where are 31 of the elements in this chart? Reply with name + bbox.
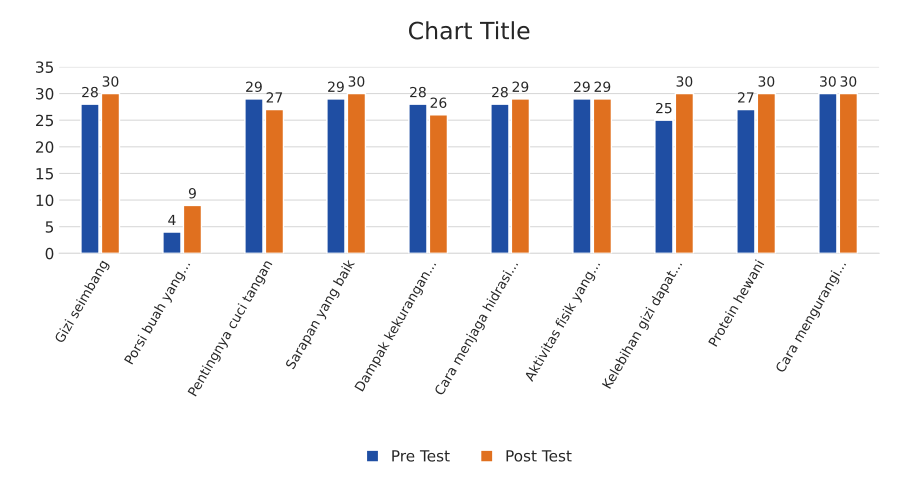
data-label: 29 — [512, 82, 528, 92]
data-label: 30 — [840, 76, 856, 87]
data-label: 28 — [410, 86, 426, 98]
y-tick-label: 5 — [46, 221, 54, 233]
y-tick-label: 0 — [46, 248, 54, 260]
data-label: 30 — [758, 76, 774, 87]
data-label: 30 — [102, 76, 118, 87]
chart-title: Chart Title — [409, 21, 530, 40]
data-label: 25 — [656, 102, 672, 114]
data-label: 26 — [430, 97, 446, 108]
data-label: 29 — [246, 82, 262, 92]
data-label: 28 — [492, 86, 508, 98]
y-tick-label: 25 — [36, 114, 54, 126]
data-label: 29 — [594, 82, 610, 92]
y-tick-label: 10 — [36, 194, 54, 206]
y-tick-label: 20 — [36, 141, 54, 153]
data-label: 9 — [188, 188, 196, 199]
y-tick-label: 30 — [36, 88, 54, 100]
legend-label: Pre Test — [392, 450, 450, 462]
data-label: 27 — [738, 92, 754, 102]
data-label: 30 — [676, 76, 692, 87]
data-label: 27 — [266, 92, 282, 102]
data-label: 30 — [348, 76, 364, 87]
data-label: 29 — [574, 82, 590, 92]
legend-label: Post Test — [506, 450, 572, 462]
data-label: 30 — [820, 76, 836, 87]
data-label: 4 — [168, 214, 176, 225]
y-tick-label: 15 — [36, 168, 54, 180]
data-label: 28 — [82, 86, 98, 98]
data-label: 29 — [328, 82, 344, 92]
y-tick-label: 35 — [36, 61, 54, 73]
